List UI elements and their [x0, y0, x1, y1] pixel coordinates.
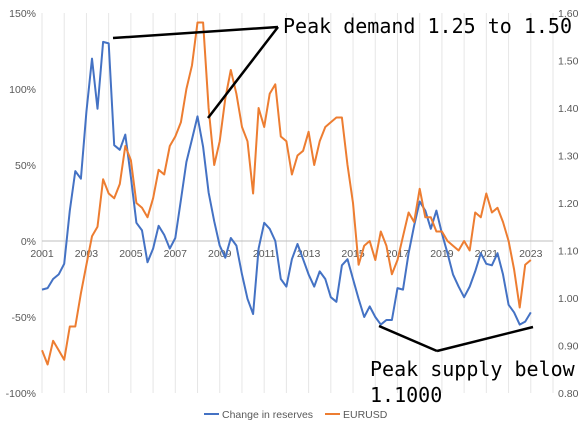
x-tick-label: 2011 — [253, 248, 276, 260]
grid-layer — [41, 13, 554, 393]
y-left-tick-label: -50% — [11, 312, 36, 324]
y-left-tick-label: 100% — [9, 84, 36, 96]
y-right-tick-label: 1.50 — [558, 56, 579, 68]
legend: Change in reserves EURUSD — [204, 409, 388, 421]
x-tick-label: 2005 — [119, 248, 143, 260]
x-tick-label: 2023 — [519, 248, 543, 260]
x-tick-label: 2007 — [164, 248, 188, 260]
annotation-peak-demand: Peak demand 1.25 to 1.50 — [283, 14, 572, 38]
series-line-change-in-reserves — [41, 40, 532, 326]
y-right-tick-label: 1.20 — [558, 198, 579, 210]
y-left-tick-label: 50% — [15, 160, 36, 172]
peak-supply-line-2022 — [436, 325, 534, 353]
peak-demand-line-2008 — [207, 26, 279, 119]
peak-demand-line-2003 — [112, 25, 279, 40]
y-right-tick-label: 0.80 — [558, 388, 579, 400]
series-line-eurusd — [41, 21, 532, 366]
y-left-tick-label: -100% — [6, 388, 36, 400]
y-right-tick-label: 1.30 — [558, 151, 579, 163]
y-left-tick-label: 0% — [21, 236, 36, 248]
x-tick-label: 2019 — [430, 248, 454, 260]
x-tick-label: 2003 — [75, 248, 99, 260]
annotation-peak-supply-level: 1.1000 — [370, 383, 442, 407]
annotation-lines — [112, 25, 534, 353]
legend-label-change-in-reserves: Change in reserves — [222, 409, 313, 421]
peak-supply-line-2016 — [378, 324, 438, 353]
series-layer — [41, 21, 532, 366]
x-tick-label: 2015 — [341, 248, 365, 260]
y-left-tick-label: 150% — [9, 8, 36, 20]
annotation-peak-supply: Peak supply below — [370, 357, 576, 381]
y-right-tick-label: 1.00 — [558, 293, 579, 305]
y-right-tick-label: 0.90 — [558, 341, 579, 353]
x-tick-label: 2001 — [30, 248, 54, 260]
y-right-tick-label: 1.10 — [558, 246, 579, 258]
x-tick-label: 2017 — [386, 248, 410, 260]
y-right-tick-label: 1.60 — [558, 8, 579, 20]
legend-label-eurusd: EURUSD — [343, 409, 388, 421]
y-right-tick-label: 1.40 — [558, 103, 579, 115]
